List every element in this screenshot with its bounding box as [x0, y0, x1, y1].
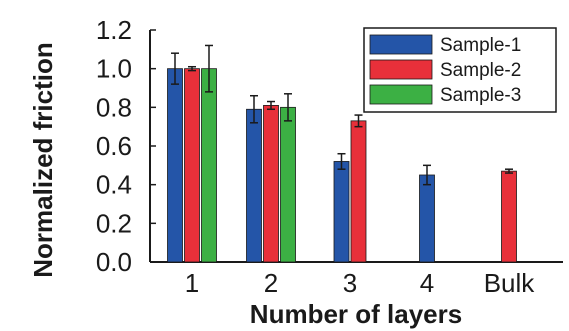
y-tick-label: 0.8	[96, 92, 132, 122]
legend-label: Sample-3	[440, 85, 521, 106]
y-tick-label: 1.2	[96, 15, 132, 45]
bar-sample-2-3	[350, 120, 367, 263]
y-tick-label: 0.2	[96, 208, 132, 238]
x-tick-label: 4	[420, 268, 434, 298]
y-tick-label: 0.0	[96, 247, 132, 277]
error-bars	[171, 44, 513, 186]
bar-sample-2-bulk	[501, 170, 517, 263]
x-axis-ticks: 1 2 3 4 Bulk	[185, 268, 536, 298]
y-axis-title: Normalized friction	[28, 42, 58, 277]
legend-swatch	[369, 59, 433, 80]
legend: Sample-1 Sample-2 Sample-3	[363, 27, 557, 113]
x-tick-label: 3	[343, 268, 357, 298]
y-tick-label: 1.0	[96, 54, 132, 84]
y-axis-ticks: 0.0 0.2 0.4 0.6 0.8 1.0 1.2	[96, 15, 156, 277]
bar-sample-2-1	[184, 68, 200, 263]
bar-sample-3-1	[201, 68, 217, 263]
x-tick-label: 2	[264, 268, 278, 298]
legend-label: Sample-2	[440, 60, 521, 81]
bar-sample-1-3	[333, 161, 350, 263]
bar-sample-3-2	[280, 106, 296, 263]
legend-swatch	[369, 34, 433, 55]
x-axis-title: Number of layers	[250, 299, 462, 329]
bar-sample-1-4	[419, 174, 435, 263]
bar-sample-1-1	[167, 68, 183, 263]
x-tick-label: Bulk	[484, 268, 536, 298]
legend-label: Sample-1	[440, 35, 521, 56]
legend-swatch	[369, 84, 433, 105]
y-tick-label: 0.6	[96, 131, 132, 161]
y-tick-label: 0.4	[96, 170, 132, 200]
bar-series	[167, 68, 517, 263]
bar-sample-1-2	[246, 108, 262, 263]
bar-sample-2-2	[263, 105, 279, 263]
x-tick-label: 1	[185, 268, 199, 298]
